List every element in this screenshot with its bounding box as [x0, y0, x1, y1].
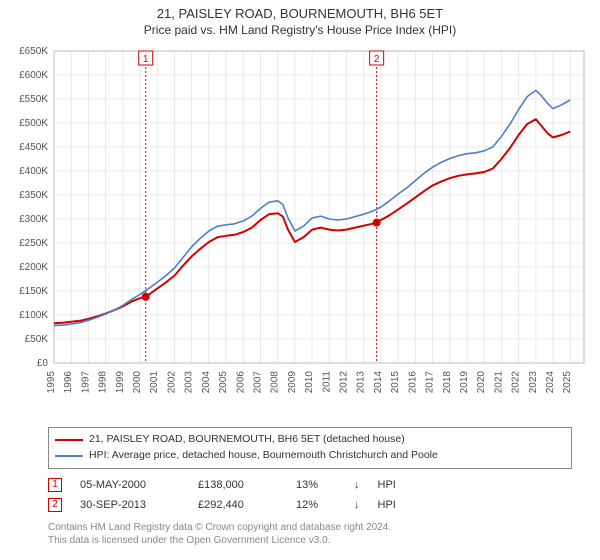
svg-text:2025: 2025: [562, 371, 573, 394]
svg-text:2011: 2011: [321, 371, 332, 393]
svg-text:£0: £0: [37, 358, 49, 369]
sale-date: 30-SEP-2013: [80, 499, 180, 511]
sale-price: £138,000: [198, 479, 278, 491]
svg-text:1995: 1995: [46, 371, 57, 394]
svg-text:2012: 2012: [339, 371, 350, 394]
svg-text:2019: 2019: [459, 371, 470, 394]
svg-text:£400K: £400K: [19, 166, 48, 177]
svg-text:2022: 2022: [511, 371, 522, 394]
legend: 21, PAISLEY ROAD, BOURNEMOUTH, BH6 5ET (…: [48, 427, 572, 469]
svg-text:2004: 2004: [201, 371, 212, 394]
svg-text:2005: 2005: [218, 371, 229, 394]
svg-text:£300K: £300K: [19, 214, 48, 225]
sale-price: £292,440: [198, 499, 278, 511]
svg-text:£200K: £200K: [19, 262, 48, 273]
sale-row: 2 30-SEP-2013 £292,440 12% ↓ HPI: [48, 495, 572, 515]
line-chart: £0 £50K £100K £150K £200K £250K £300K £350K £400…: [6, 41, 594, 421]
svg-text:2001: 2001: [149, 371, 160, 394]
svg-text:2: 2: [374, 54, 380, 65]
svg-text:2015: 2015: [390, 371, 401, 394]
svg-text:£350K: £350K: [19, 190, 48, 201]
sale-vs: HPI: [378, 499, 396, 511]
svg-text:2002: 2002: [166, 371, 177, 394]
svg-text:1996: 1996: [63, 371, 74, 394]
svg-text:2020: 2020: [476, 371, 487, 394]
svg-text:2009: 2009: [287, 371, 298, 394]
chart-title: 21, PAISLEY ROAD, BOURNEMOUTH, BH6 5ET: [0, 6, 600, 21]
svg-text:2024: 2024: [545, 371, 556, 394]
footer-line-1: Contains HM Land Registry data © Crown c…: [48, 521, 572, 535]
legend-row-price-paid: 21, PAISLEY ROAD, BOURNEMOUTH, BH6 5ET (…: [55, 432, 565, 448]
svg-text:1997: 1997: [80, 371, 91, 394]
sale-row: 1 05-MAY-2000 £138,000 13% ↓ HPI: [48, 475, 572, 495]
legend-swatch-hpi: [55, 455, 83, 457]
legend-row-hpi: HPI: Average price, detached house, Bour…: [55, 448, 565, 464]
svg-text:£500K: £500K: [19, 118, 48, 129]
svg-text:£650K: £650K: [19, 46, 48, 57]
svg-text:1998: 1998: [98, 371, 109, 394]
sale-vs: HPI: [378, 479, 396, 491]
svg-text:2014: 2014: [373, 371, 384, 394]
svg-text:2013: 2013: [356, 371, 367, 394]
svg-text:2017: 2017: [425, 371, 436, 394]
sales-block: 1 05-MAY-2000 £138,000 13% ↓ HPI 2 30-SEP-2013 £…: [48, 475, 572, 515]
svg-text:2010: 2010: [304, 371, 315, 394]
legend-label-price-paid: 21, PAISLEY ROAD, BOURNEMOUTH, BH6 5ET (…: [89, 432, 405, 448]
down-arrow-icon: ↓: [354, 499, 360, 511]
svg-text:2000: 2000: [132, 371, 143, 394]
sale-diff: 13%: [296, 479, 336, 491]
svg-text:1: 1: [143, 54, 149, 65]
sale-marker: 2: [48, 498, 62, 512]
footer-note: Contains HM Land Registry data © Crown c…: [48, 521, 572, 548]
svg-text:£100K: £100K: [19, 310, 48, 321]
svg-text:1999: 1999: [115, 371, 126, 394]
svg-text:2006: 2006: [235, 371, 246, 394]
svg-text:2021: 2021: [493, 371, 504, 394]
down-arrow-icon: ↓: [354, 479, 360, 491]
svg-text:2003: 2003: [184, 371, 195, 394]
svg-text:2016: 2016: [407, 371, 418, 394]
footer-line-2: This data is licensed under the Open Gov…: [48, 534, 572, 548]
svg-text:2007: 2007: [252, 371, 263, 394]
title-block: 21, PAISLEY ROAD, BOURNEMOUTH, BH6 5ET P…: [0, 0, 600, 37]
sale-marker: 1: [48, 478, 62, 492]
chart-subtitle: Price paid vs. HM Land Registry's House …: [0, 23, 600, 37]
legend-label-hpi: HPI: Average price, detached house, Bour…: [89, 448, 438, 464]
sale-date: 05-MAY-2000: [80, 479, 180, 491]
svg-text:£550K: £550K: [19, 94, 48, 105]
svg-text:£150K: £150K: [19, 286, 48, 297]
svg-text:£250K: £250K: [19, 238, 48, 249]
svg-text:2008: 2008: [270, 371, 281, 394]
sale-diff: 12%: [296, 499, 336, 511]
chart-area: £0 £50K £100K £150K £200K £250K £300K £350K £400…: [6, 41, 594, 421]
svg-text:£50K: £50K: [25, 334, 49, 345]
svg-text:2023: 2023: [528, 371, 539, 394]
svg-text:2018: 2018: [442, 371, 453, 394]
svg-text:£600K: £600K: [19, 70, 48, 81]
svg-text:£450K: £450K: [19, 142, 48, 153]
legend-swatch-price-paid: [55, 439, 83, 441]
